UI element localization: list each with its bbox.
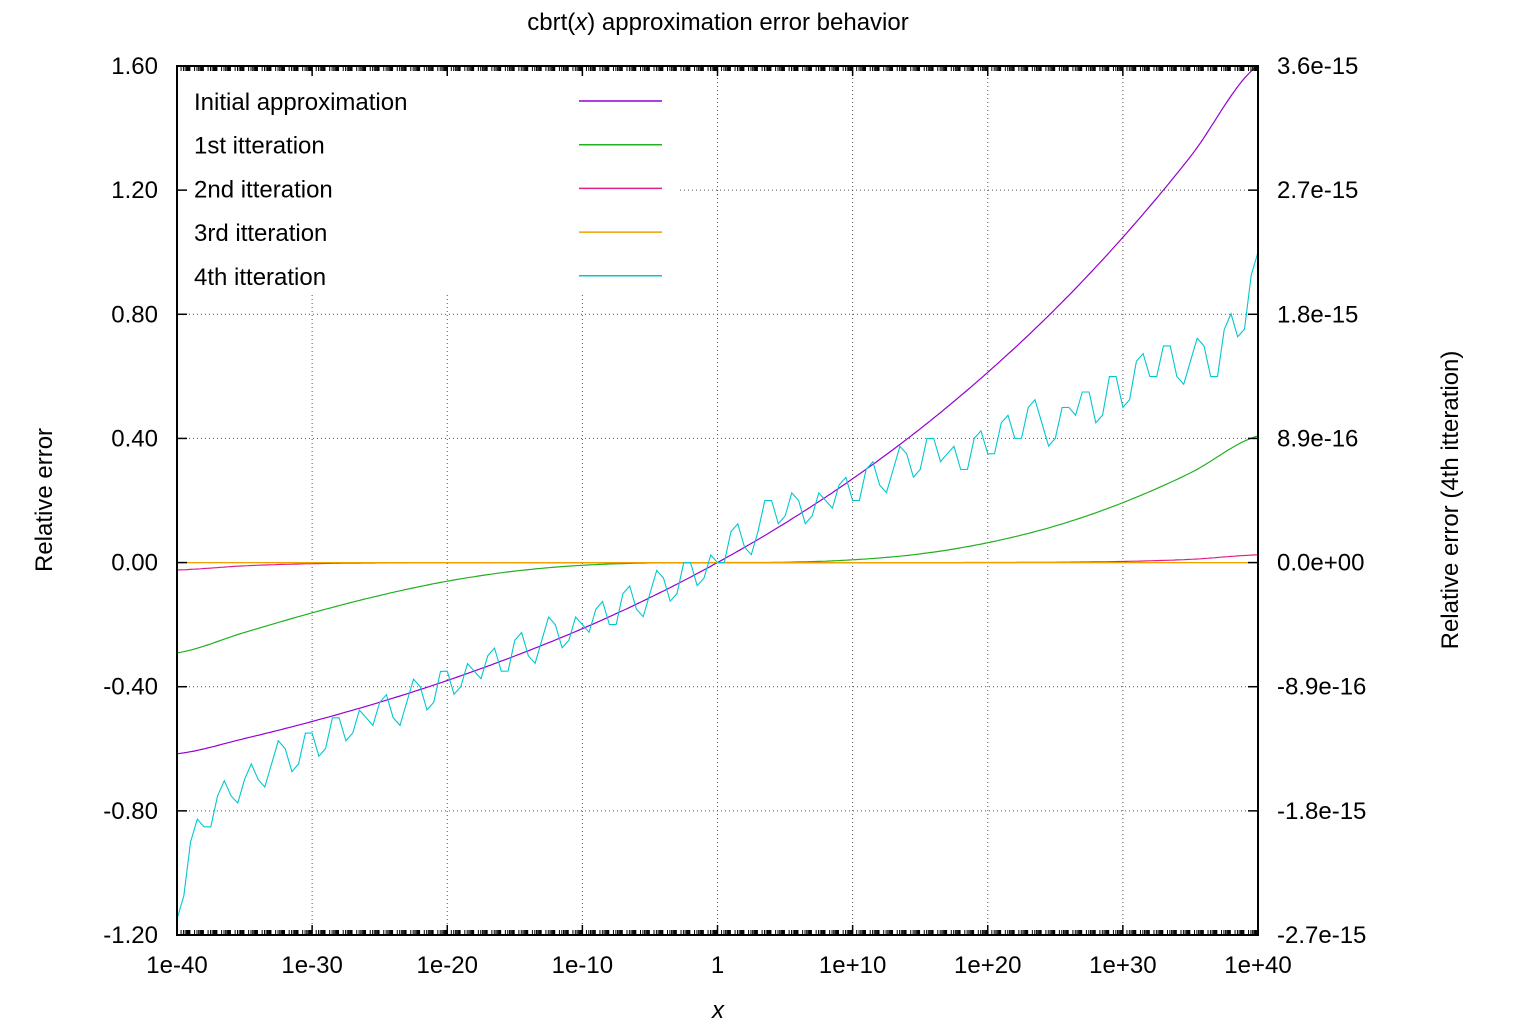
x-tick-label: 1e-20 <box>417 952 478 979</box>
y2-tick-label: -8.9e-16 <box>1277 674 1366 701</box>
y-tick-label: 0.80 <box>111 301 158 328</box>
x-tick-label: 1e-40 <box>146 952 207 979</box>
series-line-2 <box>176 435 1259 654</box>
y2-axis-label: Relative error (4th itteration) <box>1437 351 1464 650</box>
x-tick-label: 1e+30 <box>1089 952 1156 979</box>
y2-tick-label: 3.6e-15 <box>1277 53 1358 80</box>
y2-tick-label: -2.7e-15 <box>1277 922 1366 949</box>
plot-border <box>176 65 1259 936</box>
y-tick-label: 1.20 <box>111 177 158 204</box>
chart-title: cbrt(x) approximation error behavior <box>527 9 908 36</box>
ticks: 1e-40 1e-30 1e-20 1e-10 1 1e+10 1e+20 1e+30 1e+4… <box>103 53 1366 979</box>
y-tick-label: -0.80 <box>103 798 158 825</box>
y2-tick-label: 2.7e-15 <box>1277 177 1358 204</box>
legend: Initial approximation 1st itteration 2nd i… <box>194 89 662 291</box>
y-tick-label: -0.40 <box>103 674 158 701</box>
x-tick-label: 1 <box>711 952 724 979</box>
x-tick-label: 1e+10 <box>819 952 886 979</box>
y2-tick-label: 1.8e-15 <box>1277 301 1358 328</box>
y2-tick-label: -1.8e-15 <box>1277 798 1366 825</box>
y-tick-label: 0.00 <box>111 550 158 577</box>
y-tick-label: 0.40 <box>111 425 158 452</box>
y-tick-label: 1.60 <box>111 53 158 80</box>
x-tick-label: 1e-10 <box>552 952 613 979</box>
series-line-5 <box>176 252 1259 920</box>
grid <box>177 66 1258 935</box>
legend-label: 3rd itteration <box>194 220 327 247</box>
y-tick-label: -1.20 <box>103 922 158 949</box>
y2-tick-label: 0.0e+00 <box>1277 550 1364 577</box>
legend-label: 2nd itteration <box>194 176 333 203</box>
x-tick-label: 1e+20 <box>954 952 1021 979</box>
legend-label: Initial approximation <box>194 89 407 116</box>
legend-label: 1st itteration <box>194 133 325 160</box>
y-axis-label: Relative error <box>31 428 58 572</box>
x-tick-label: 1e+40 <box>1224 952 1291 979</box>
x-axis-label: x <box>711 997 725 1024</box>
series-lines <box>176 65 1259 920</box>
legend-label: 4th itteration <box>194 264 326 291</box>
x-tick-label: 1e-30 <box>281 952 342 979</box>
y2-tick-label: 8.9e-16 <box>1277 425 1358 452</box>
